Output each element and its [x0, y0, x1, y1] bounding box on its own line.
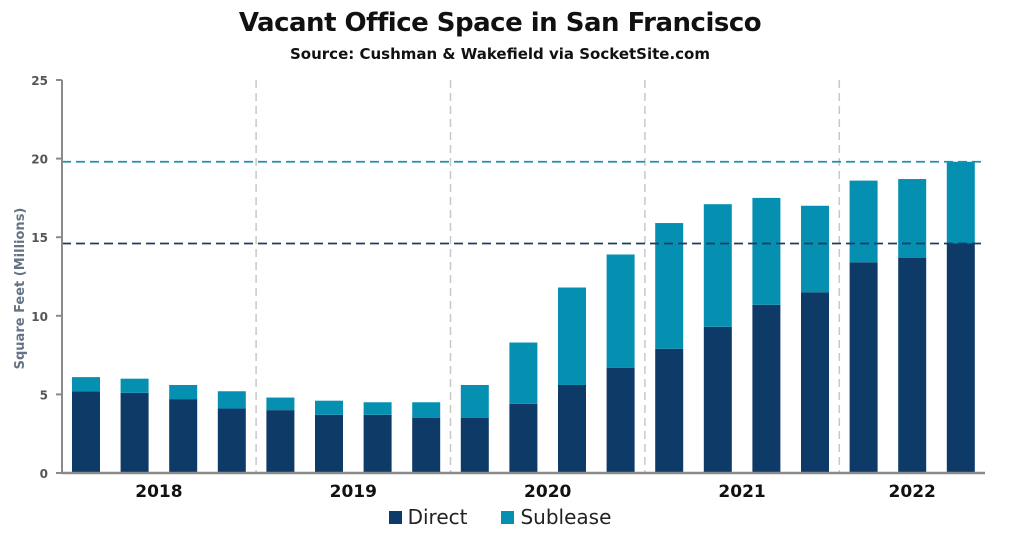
bar-sublease-2018-q1	[72, 377, 100, 392]
y-axis-label: Square Feet (Millions)	[13, 208, 28, 370]
x-tick-label-2020: 2020	[524, 482, 571, 502]
x-tick-label-2018: 2018	[135, 482, 182, 502]
x-tick-label-2021: 2021	[718, 482, 765, 502]
bar-sublease-2021-q2	[703, 204, 732, 327]
x-tick-label-2019: 2019	[330, 482, 377, 502]
bar-sublease-2020-q1	[460, 384, 489, 418]
bar-direct-2021-q1	[655, 348, 684, 473]
bar-direct-2019-q2	[315, 414, 343, 473]
y-tick-label: 5	[40, 388, 48, 402]
bar-sublease-2020-q2	[509, 342, 538, 404]
bar-sublease-2018-q4	[217, 391, 246, 409]
y-tick-label: 0	[40, 467, 48, 481]
chart-title: Vacant Office Space in San Francisco	[238, 8, 762, 38]
bar-direct-2020-q4	[606, 367, 635, 473]
chart-subtitle: Source: Cushman & Wakefield via SocketSi…	[290, 45, 710, 63]
bar-sublease-2020-q3	[558, 287, 586, 385]
bar-sublease-2022-q3	[946, 161, 975, 244]
bar-direct-2021-q4	[801, 292, 829, 473]
bar-direct-2020-q1	[460, 417, 489, 473]
legend-label-sublease: Sublease	[520, 505, 612, 529]
bar-sublease-2022-q1	[849, 180, 878, 263]
bar-sublease-2018-q3	[169, 384, 198, 400]
y-tick-label: 20	[31, 153, 48, 167]
y-tick-label: 25	[31, 74, 48, 88]
bar-sublease-2021-q1	[655, 223, 684, 349]
bar-direct-2022-q3	[946, 243, 975, 473]
bar-sublease-2021-q3	[752, 197, 781, 305]
bar-sublease-2022-q2	[898, 179, 927, 258]
y-tick-label: 10	[31, 310, 48, 324]
legend-label-direct: Direct	[407, 505, 468, 529]
legend-item-direct: Direct	[388, 505, 468, 529]
bar-direct-2018-q4	[217, 408, 246, 473]
bar-direct-2019-q1	[266, 410, 295, 473]
x-tick-label-2022: 2022	[889, 482, 936, 502]
bar-direct-2019-q3	[363, 414, 392, 473]
bar-direct-2022-q2	[898, 257, 927, 473]
legend: Direct Sublease	[0, 505, 1000, 529]
bar-direct-2020-q3	[558, 384, 586, 473]
legend-item-sublease: Sublease	[501, 505, 611, 529]
bar-direct-2018-q2	[120, 392, 149, 473]
bar-sublease-2019-q3	[363, 402, 392, 415]
bar-direct-2018-q3	[169, 399, 198, 473]
bar-sublease-2019-q4	[412, 402, 441, 418]
bar-sublease-2021-q4	[801, 205, 829, 293]
bar-direct-2022-q1	[849, 262, 878, 473]
y-tick-label: 15	[31, 231, 48, 245]
legend-swatch-direct	[388, 510, 402, 524]
bar-sublease-2019-q2	[315, 400, 343, 415]
bar-sublease-2018-q2	[120, 378, 149, 393]
bar-direct-2018-q1	[72, 391, 100, 473]
bar-sublease-2020-q4	[606, 254, 635, 368]
bar-sublease-2019-q1	[266, 397, 295, 411]
bar-direct-2019-q4	[412, 417, 441, 473]
bar-direct-2021-q3	[752, 304, 781, 473]
bar-direct-2021-q2	[703, 326, 732, 473]
bar-direct-2020-q2	[509, 403, 538, 473]
legend-swatch-sublease	[501, 510, 515, 524]
